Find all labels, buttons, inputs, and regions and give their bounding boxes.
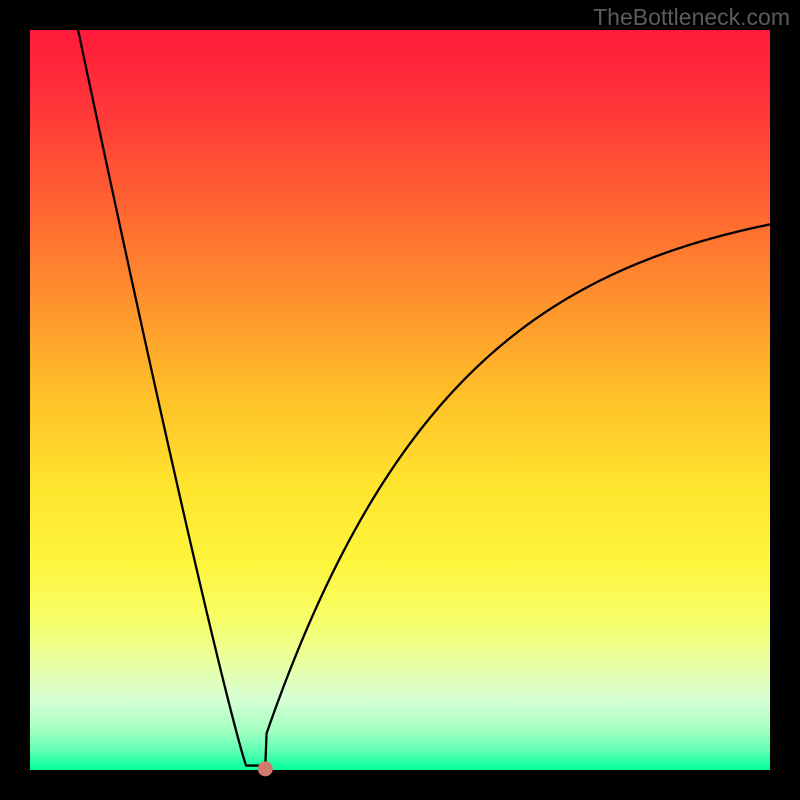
vertex-marker	[258, 761, 273, 776]
plot-gradient-background	[30, 30, 770, 770]
watermark-text: TheBottleneck.com	[593, 4, 790, 31]
bottleneck-chart	[0, 0, 800, 800]
